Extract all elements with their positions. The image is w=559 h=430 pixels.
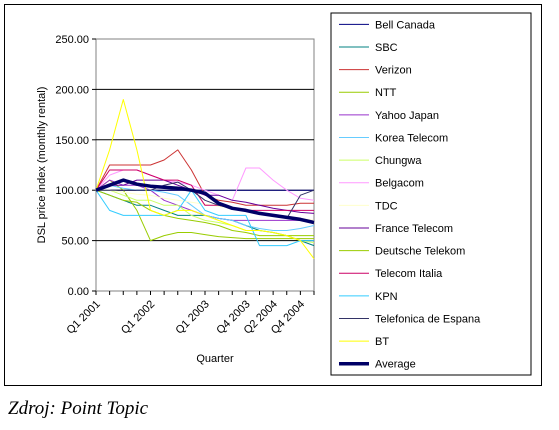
legend-label-yahoo-japan: Yahoo Japan [375, 110, 439, 122]
y-tick-label: 0.00 [68, 286, 89, 298]
x-tick-label: Q1 2003 [173, 298, 211, 336]
legend-label-bt: BT [375, 336, 389, 348]
y-tick-label: 100.00 [55, 185, 89, 197]
legend-label-verizon: Verizon [375, 65, 412, 77]
legend-label-sbc: SBC [375, 42, 398, 54]
chart-svg: 0.00 50.00 100.00 150.00 200.00 250.00 Q1 2001… [36, 12, 532, 376]
legend-label-tdc: TDC [375, 200, 398, 212]
legend-label-average: Average [375, 359, 416, 371]
y-tick-label: 50.00 [61, 236, 89, 248]
x-tick-label: Q1 2002 [119, 298, 157, 336]
series-line-average [95, 178, 315, 225]
legend-label-belgacom: Belgacom [375, 178, 424, 190]
legend-label-telefonica-de-espana: Telefonica de Espana [375, 313, 481, 325]
series-line-telecom-italia [95, 169, 314, 211]
series-line-ntt [95, 179, 314, 242]
y-axis-title: DSL price index (monthly rental) [36, 87, 48, 244]
y-tick-label: 200.00 [55, 84, 89, 96]
legend-label-france-telecom: France Telecom [375, 223, 453, 235]
series-line-kpn [95, 189, 314, 247]
source-caption: Zdroj: Point Topic [8, 398, 149, 419]
legend-label-chungwa: Chungwa [375, 155, 422, 167]
legend-label-korea-telecom: Korea Telecom [375, 132, 448, 144]
x-axis-title: Quarter [196, 353, 234, 365]
legend-box [330, 12, 532, 376]
y-tick-label: 150.00 [55, 135, 89, 147]
y-tick-label: 250.00 [55, 34, 89, 46]
chart-frame: 0.00 50.00 100.00 150.00 200.00 250.00 Q1 2001… [4, 4, 542, 386]
legend-label-bell-canada: Bell Canada [375, 19, 436, 31]
series-line-bt [95, 99, 315, 260]
series-line-deutsche-telekom [95, 189, 314, 237]
legend-label-ntt: NTT [375, 87, 397, 99]
x-tick-label: Q1 2001 [64, 298, 102, 336]
legend-label-kpn: KPN [375, 291, 398, 303]
legend-label-deutsche-telekom: Deutsche Telekom [375, 246, 465, 258]
legend-label-telecom-italia: Telecom Italia [375, 268, 443, 280]
